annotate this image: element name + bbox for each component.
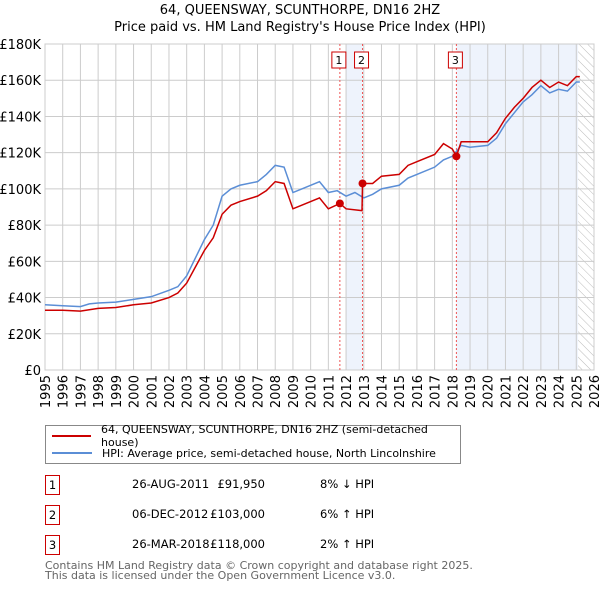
chart-subtitle: Price paid vs. HM Land Registry's House …: [114, 20, 486, 35]
y-tick-label: £120K: [0, 147, 41, 162]
footer: Contains HM Land Registry data © Crown c…: [45, 559, 473, 582]
sale-label-box: [447, 51, 463, 69]
sale-price: £103,000: [210, 507, 265, 521]
x-tick-label: 1997: [74, 375, 89, 408]
y-tick-label: £160K: [0, 74, 41, 89]
sale-label-box: [354, 51, 370, 69]
price-chart: £0 £20K £40K £60K £80K £100K £120K £140K £160K £1…: [0, 38, 600, 408]
x-tick-label: 2001: [145, 375, 160, 408]
footer-line: This data is licensed under the Open Gov…: [45, 569, 396, 582]
sale-label: 3: [452, 54, 459, 67]
property-price-line: [45, 75, 580, 312]
sale-date: 26-MAR-2018: [132, 537, 210, 551]
chart-title: 64, QUEENSWAY, SCUNTHORPE, DN16 2HZ: [159, 3, 441, 18]
sale-label: 2: [358, 54, 365, 67]
sale-hpi-diff: 8% ↓ HPI: [320, 477, 375, 491]
x-tick-label: 2011: [322, 375, 337, 408]
x-tick-label: 2015: [393, 375, 408, 408]
sale-point: [335, 199, 344, 208]
y-tick-label: £0: [24, 364, 41, 379]
sale-date: 06-DEC-2012: [132, 507, 209, 521]
sale-label: 1: [335, 54, 342, 67]
y-tick-label: £100K: [0, 183, 41, 198]
x-tick-label: 2026: [588, 375, 600, 408]
x-tick-label: 2003: [181, 375, 196, 408]
sale-date: 26-AUG-2011: [132, 477, 210, 491]
footer-line: Contains HM Land Registry data © Crown c…: [45, 559, 473, 572]
x-tick-label: 2025: [570, 375, 585, 408]
x-tick-label: 2024: [553, 375, 568, 408]
legend-swatch-property: [52, 435, 92, 437]
sale-hpi-diff: 2% ↑ HPI: [320, 537, 375, 551]
x-tick-label: 2021: [499, 375, 514, 408]
x-tick-label: 2016: [411, 375, 426, 408]
x-tick-label: 1996: [57, 375, 72, 408]
x-tick-label: 2000: [128, 375, 143, 408]
sale-point: [452, 152, 461, 161]
x-tick-label: 2022: [517, 375, 532, 408]
sale-row: 2 06-DEC-2012 £103,000 6% ↑ HPI: [45, 505, 465, 525]
y-tick-label: £60K: [8, 255, 42, 270]
x-tick-label: 2012: [340, 375, 355, 408]
x-tick-label: 2007: [252, 375, 267, 408]
x-tick-label: 2013: [358, 375, 373, 408]
sale-number-badge: 3: [45, 535, 60, 555]
legend-label-property: 64, QUEENSWAY, SCUNTHORPE, DN16 2HZ (sem…: [101, 423, 428, 449]
x-tick-label: 2002: [163, 375, 178, 408]
sale-row: 1 26-AUG-2011 £91,950 8% ↓ HPI: [45, 475, 465, 495]
x-tick-label: 1995: [39, 375, 54, 408]
sale-number-badge: 2: [45, 505, 60, 525]
shaded-period: [346, 44, 363, 370]
y-tick-label: £40K: [8, 292, 42, 307]
y-tick-label: £180K: [0, 38, 41, 53]
legend-label-hpi: HPI: Average price, semi-detached house,…: [102, 446, 436, 460]
x-tick-label: 2018: [446, 375, 461, 408]
sale-price: £91,950: [217, 477, 265, 491]
x-tick-label: 2009: [287, 375, 302, 408]
x-tick-label: 2010: [305, 375, 320, 408]
x-tick-label: 2019: [464, 375, 479, 408]
x-tick-label: 2014: [375, 375, 390, 408]
hpi-line: [44, 81, 580, 308]
sale-row: 3 26-MAR-2018 £118,000 2% ↑ HPI: [45, 535, 465, 555]
shaded-period: [456, 44, 579, 370]
legend-swatch-hpi: [52, 452, 92, 454]
legend: 64, QUEENSWAY, SCUNTHORPE, DN16 2HZ (sem…: [45, 423, 461, 464]
x-tick-label: 2023: [535, 375, 550, 408]
x-tick-label: 2005: [216, 375, 231, 408]
y-tick-label: £20K: [8, 328, 42, 343]
plot-border: [44, 43, 595, 371]
x-tick-label: 1999: [110, 375, 125, 408]
x-tick-label: 2020: [482, 375, 497, 408]
sale-hpi-diff: 6% ↑ HPI: [320, 507, 375, 521]
sale-point: [358, 179, 367, 188]
x-tick-label: 1998: [92, 375, 107, 408]
x-tick-label: 2006: [234, 375, 249, 408]
sale-number-badge: 1: [45, 475, 60, 495]
x-tick-label: 2008: [269, 375, 284, 408]
y-tick-label: £80K: [8, 219, 42, 234]
sale-price: £118,000: [210, 537, 265, 551]
y-tick-label: £140K: [0, 110, 41, 125]
sale-label-box: [331, 51, 347, 69]
x-tick-label: 2017: [429, 375, 444, 408]
x-tick-label: 2004: [198, 375, 213, 408]
forecast-hatch: [578, 44, 594, 370]
